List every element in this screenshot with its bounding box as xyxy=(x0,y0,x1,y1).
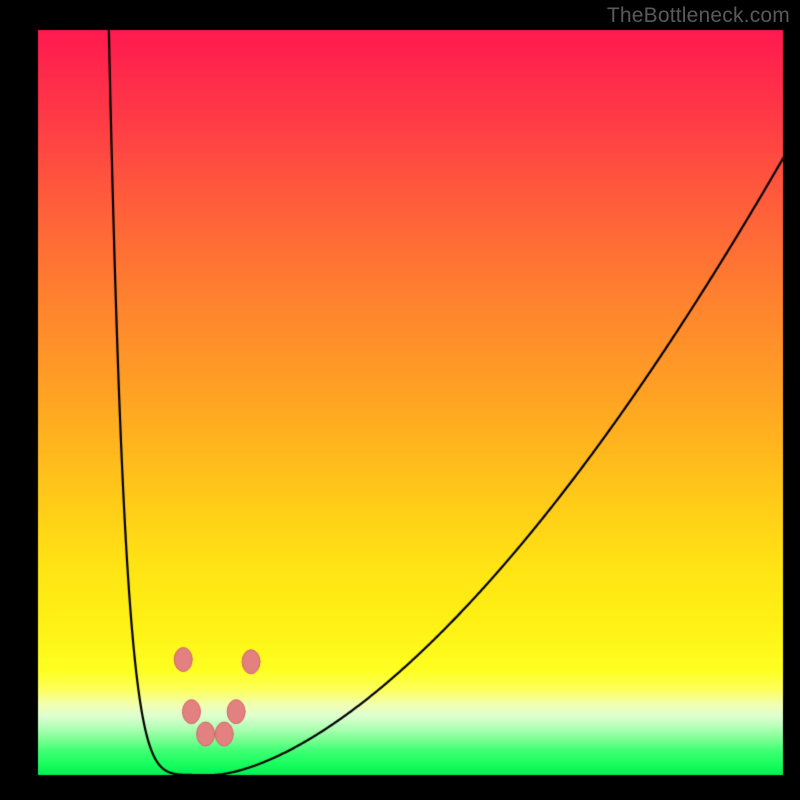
chart-container: TheBottleneck.com xyxy=(0,0,800,800)
bottleneck-chart-canvas xyxy=(0,0,800,800)
